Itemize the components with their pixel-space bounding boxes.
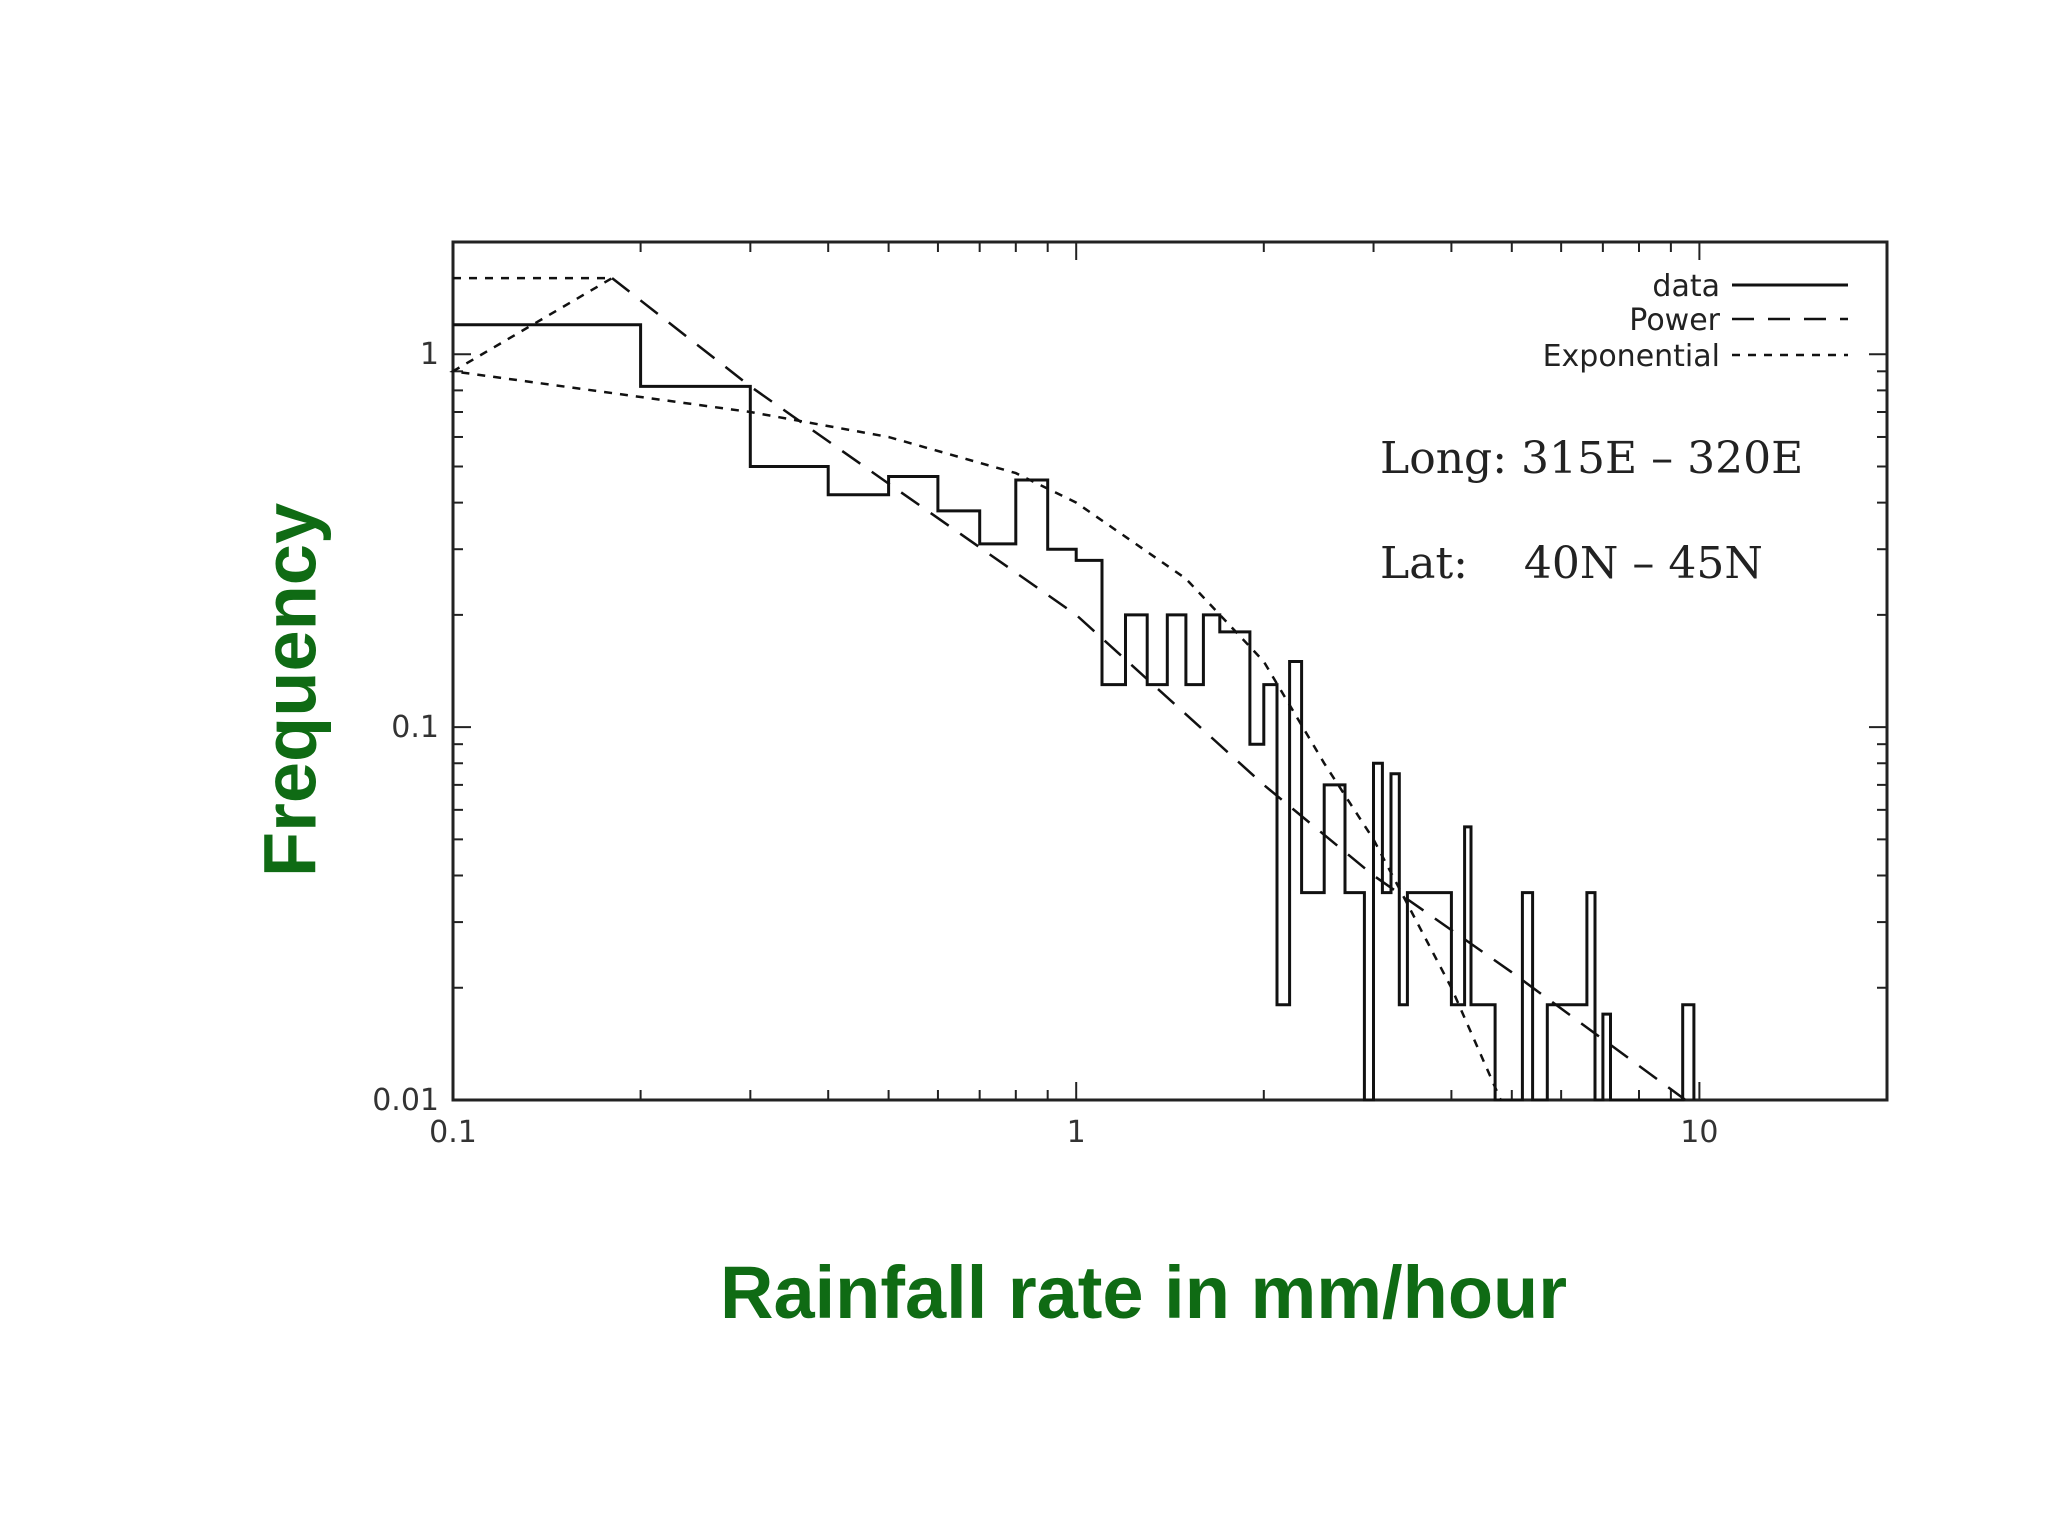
x-tick-label: 1: [1067, 1115, 1086, 1150]
x-tick-label: 10: [1680, 1115, 1718, 1150]
y-tick-label: 0.01: [372, 1083, 439, 1118]
x-axis-title: Rainfall rate in mm/hour: [720, 1251, 1568, 1334]
tick-labels: 0.1 1 100.010.11: [372, 337, 1718, 1150]
legend: data Power Exponential: [1543, 269, 1848, 374]
series-data-line: [453, 323, 1696, 1102]
x-tick-label: 0.1: [429, 1115, 477, 1150]
y-tick-label: 0.1: [391, 710, 439, 745]
series-exponential-line: [449, 276, 1502, 1101]
series-power-line: [611, 277, 1687, 1102]
plot-frame: [451, 240, 1889, 1102]
minor-ticks: [452, 241, 1888, 1101]
legend-label-data: data: [1652, 269, 1720, 304]
legend-label-exponential: Exponential: [1543, 339, 1720, 374]
y-axis-title: Frequency: [248, 502, 332, 878]
legend-label-power: Power: [1629, 303, 1720, 338]
annotation-latitude: Lat: 40N – 45N: [1380, 538, 1763, 589]
series-layer: [449, 276, 1696, 1102]
y-tick-label: 1: [420, 337, 439, 372]
annotation-longitude: Long: 315E – 320E: [1380, 433, 1803, 484]
